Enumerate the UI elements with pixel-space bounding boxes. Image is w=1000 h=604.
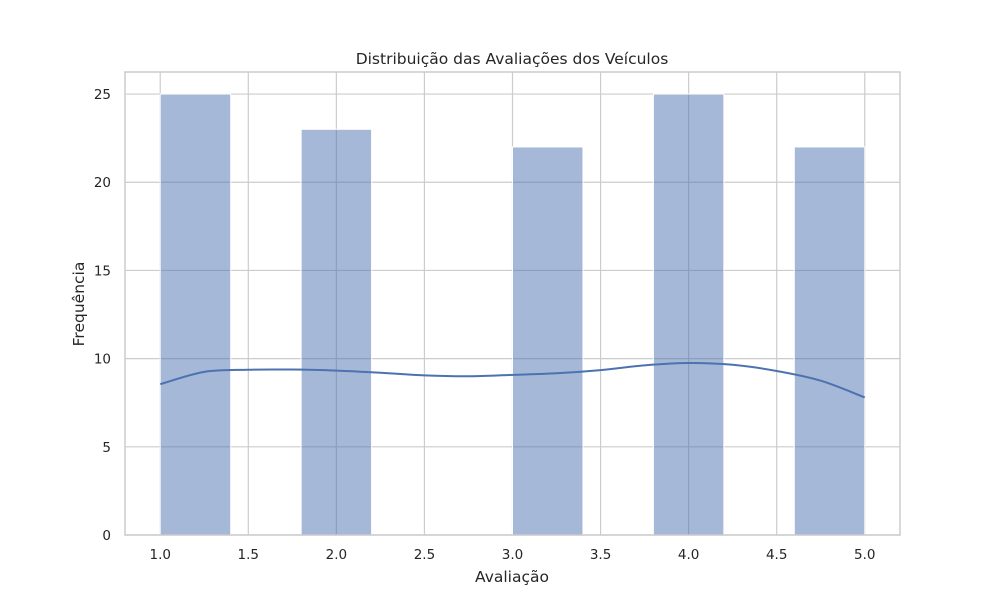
y-axis-label: Frequência	[70, 262, 88, 347]
y-tick-label: 20	[94, 175, 111, 191]
y-tick-label: 15	[94, 263, 111, 279]
y-tick-label: 0	[102, 528, 111, 544]
kde-layer	[159, 362, 866, 399]
x-tick-label: 1.0	[149, 547, 170, 563]
y-tick-label: 25	[94, 87, 111, 103]
chart-title: Distribuição das Avaliações dos Veículos	[356, 50, 669, 68]
x-tick-label: 3.0	[502, 547, 523, 563]
x-tick-label: 4.0	[678, 547, 699, 563]
histogram-bar	[159, 93, 232, 536]
y-tick-label: 5	[102, 440, 111, 456]
histogram-bar	[793, 146, 866, 536]
histogram-bar	[512, 146, 584, 536]
x-tick-label: 2.5	[414, 547, 435, 563]
x-tick-label: 1.5	[238, 547, 259, 563]
y-tick-labels: 0 5 10 15 20 25	[94, 87, 111, 544]
axes-frame	[124, 71, 901, 536]
y-tick-label: 10	[94, 352, 111, 368]
x-tick-labels: 1.0 1.5 2.0 2.5 3.0 3.5 4.0 4.5 5.0	[149, 547, 875, 563]
x-axis-label: Avaliação	[475, 568, 549, 586]
bar-layer	[159, 93, 866, 536]
x-tick-label: 5.0	[854, 547, 875, 563]
kde-curve	[159, 362, 866, 399]
histogram-bar	[300, 128, 373, 536]
x-tick-label: 3.5	[590, 547, 611, 563]
x-tick-label: 2.0	[326, 547, 347, 563]
histogram-bar	[652, 93, 725, 536]
x-tick-label: 4.5	[766, 547, 787, 563]
